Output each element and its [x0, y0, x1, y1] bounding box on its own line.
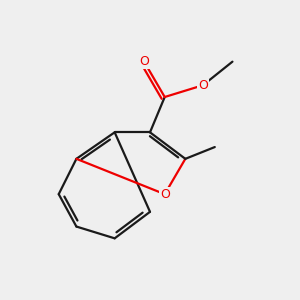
Text: O: O: [160, 188, 170, 201]
Text: O: O: [198, 79, 208, 92]
Text: O: O: [139, 55, 149, 68]
